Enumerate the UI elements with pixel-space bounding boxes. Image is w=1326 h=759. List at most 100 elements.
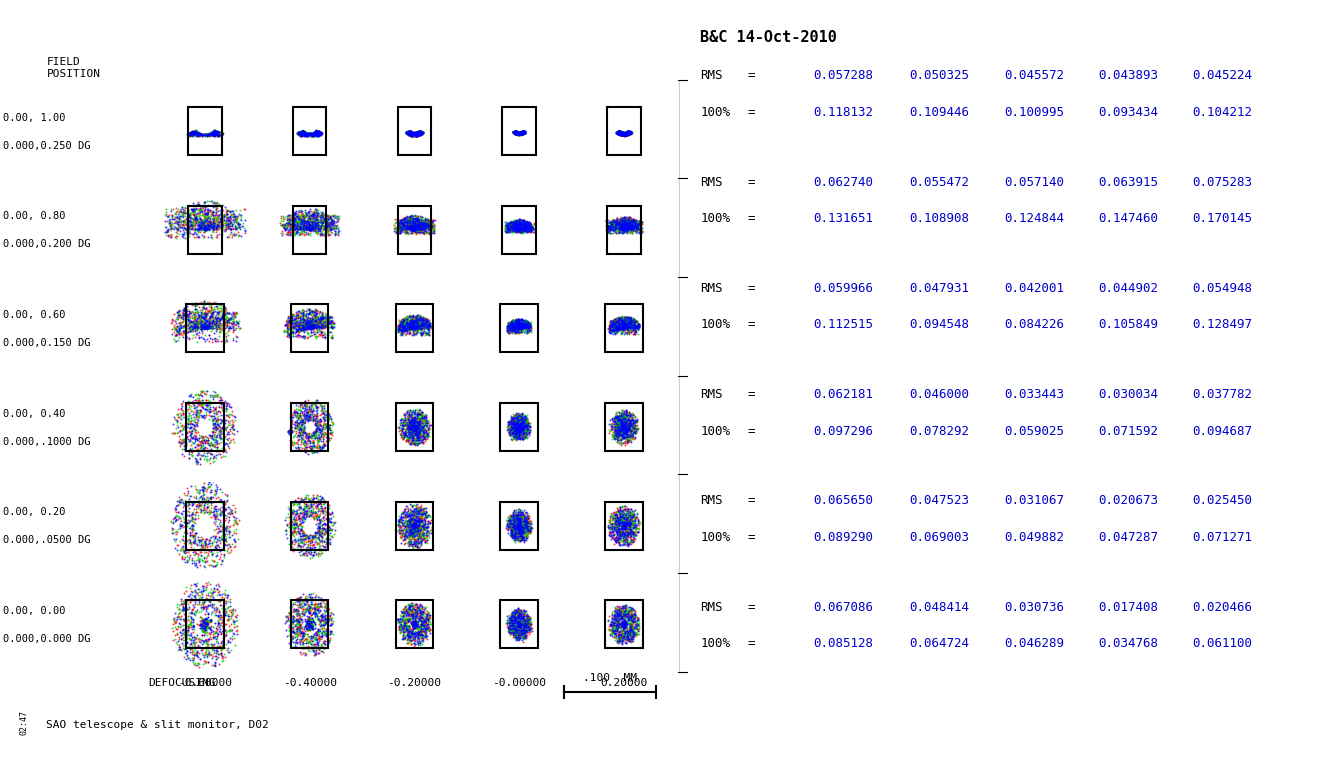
Point	[601, 222, 622, 234]
Point	[213, 400, 235, 412]
Point	[615, 424, 636, 436]
Point	[159, 213, 180, 225]
Point	[296, 216, 317, 228]
Point	[300, 616, 321, 628]
Point	[172, 307, 194, 319]
Point	[292, 520, 313, 532]
Point	[615, 128, 636, 140]
Point	[408, 637, 430, 649]
Point	[400, 604, 422, 616]
Point	[168, 498, 190, 510]
Point	[614, 428, 635, 440]
Point	[509, 126, 530, 138]
Point	[203, 591, 224, 603]
Point	[520, 219, 541, 231]
Point	[308, 314, 329, 326]
Point	[318, 499, 339, 511]
Point	[155, 206, 176, 218]
Point	[309, 222, 330, 234]
Point	[504, 409, 525, 421]
Point	[606, 426, 627, 438]
Point	[511, 320, 532, 332]
Point	[611, 223, 633, 235]
Point	[512, 610, 533, 622]
Point	[196, 621, 217, 633]
Point	[392, 217, 414, 229]
Point	[305, 213, 326, 225]
Point	[410, 618, 431, 630]
Point	[609, 634, 630, 646]
Text: 0.043893: 0.043893	[1098, 69, 1158, 83]
Point	[306, 635, 328, 647]
Point	[610, 127, 631, 139]
Point	[602, 317, 623, 329]
Point	[407, 524, 428, 536]
Point	[609, 128, 630, 140]
Point	[392, 518, 414, 530]
Point	[415, 629, 436, 641]
Point	[415, 219, 436, 231]
Point	[617, 424, 638, 436]
Point	[508, 216, 529, 228]
Point	[508, 421, 529, 433]
Point	[504, 125, 525, 137]
Point	[518, 217, 540, 229]
Point	[202, 389, 223, 401]
Point	[206, 449, 227, 461]
Point	[500, 424, 521, 436]
Point	[505, 223, 526, 235]
Point	[507, 321, 528, 333]
Point	[622, 317, 643, 329]
Point	[410, 216, 431, 228]
Point	[290, 313, 312, 326]
Point	[508, 430, 529, 442]
Point	[195, 215, 216, 227]
Point	[395, 223, 416, 235]
Point	[503, 222, 524, 234]
Point	[300, 542, 321, 554]
Point	[517, 323, 538, 335]
Point	[200, 302, 221, 314]
Point	[281, 497, 302, 509]
Point	[296, 323, 317, 335]
Point	[172, 210, 194, 222]
Point	[513, 220, 534, 232]
Point	[416, 320, 438, 332]
Point	[404, 419, 426, 431]
Point	[621, 223, 642, 235]
Point	[605, 222, 626, 234]
Point	[298, 321, 320, 333]
Point	[207, 610, 228, 622]
Point	[317, 212, 338, 224]
Point	[412, 528, 434, 540]
Point	[402, 528, 423, 540]
Point	[625, 524, 646, 537]
Point	[500, 615, 521, 627]
Text: 0.084226: 0.084226	[1004, 318, 1063, 332]
Point	[513, 126, 534, 138]
Point	[305, 424, 326, 436]
Point	[410, 536, 431, 548]
Point	[292, 306, 313, 318]
Point	[505, 524, 526, 537]
Point	[404, 518, 426, 531]
Point	[395, 526, 416, 538]
Point	[419, 423, 440, 435]
Point	[410, 125, 431, 137]
Point	[288, 616, 309, 628]
Point	[404, 221, 426, 233]
Point	[402, 128, 423, 140]
Point	[210, 127, 231, 139]
Point	[290, 506, 312, 518]
Point	[613, 617, 634, 629]
Point	[625, 216, 646, 228]
Point	[505, 213, 526, 225]
Point	[306, 216, 328, 228]
Point	[298, 223, 320, 235]
Point	[288, 223, 309, 235]
Point	[308, 493, 329, 505]
Point	[392, 508, 414, 520]
Point	[517, 320, 538, 332]
Point	[298, 130, 320, 142]
Point	[404, 127, 426, 139]
